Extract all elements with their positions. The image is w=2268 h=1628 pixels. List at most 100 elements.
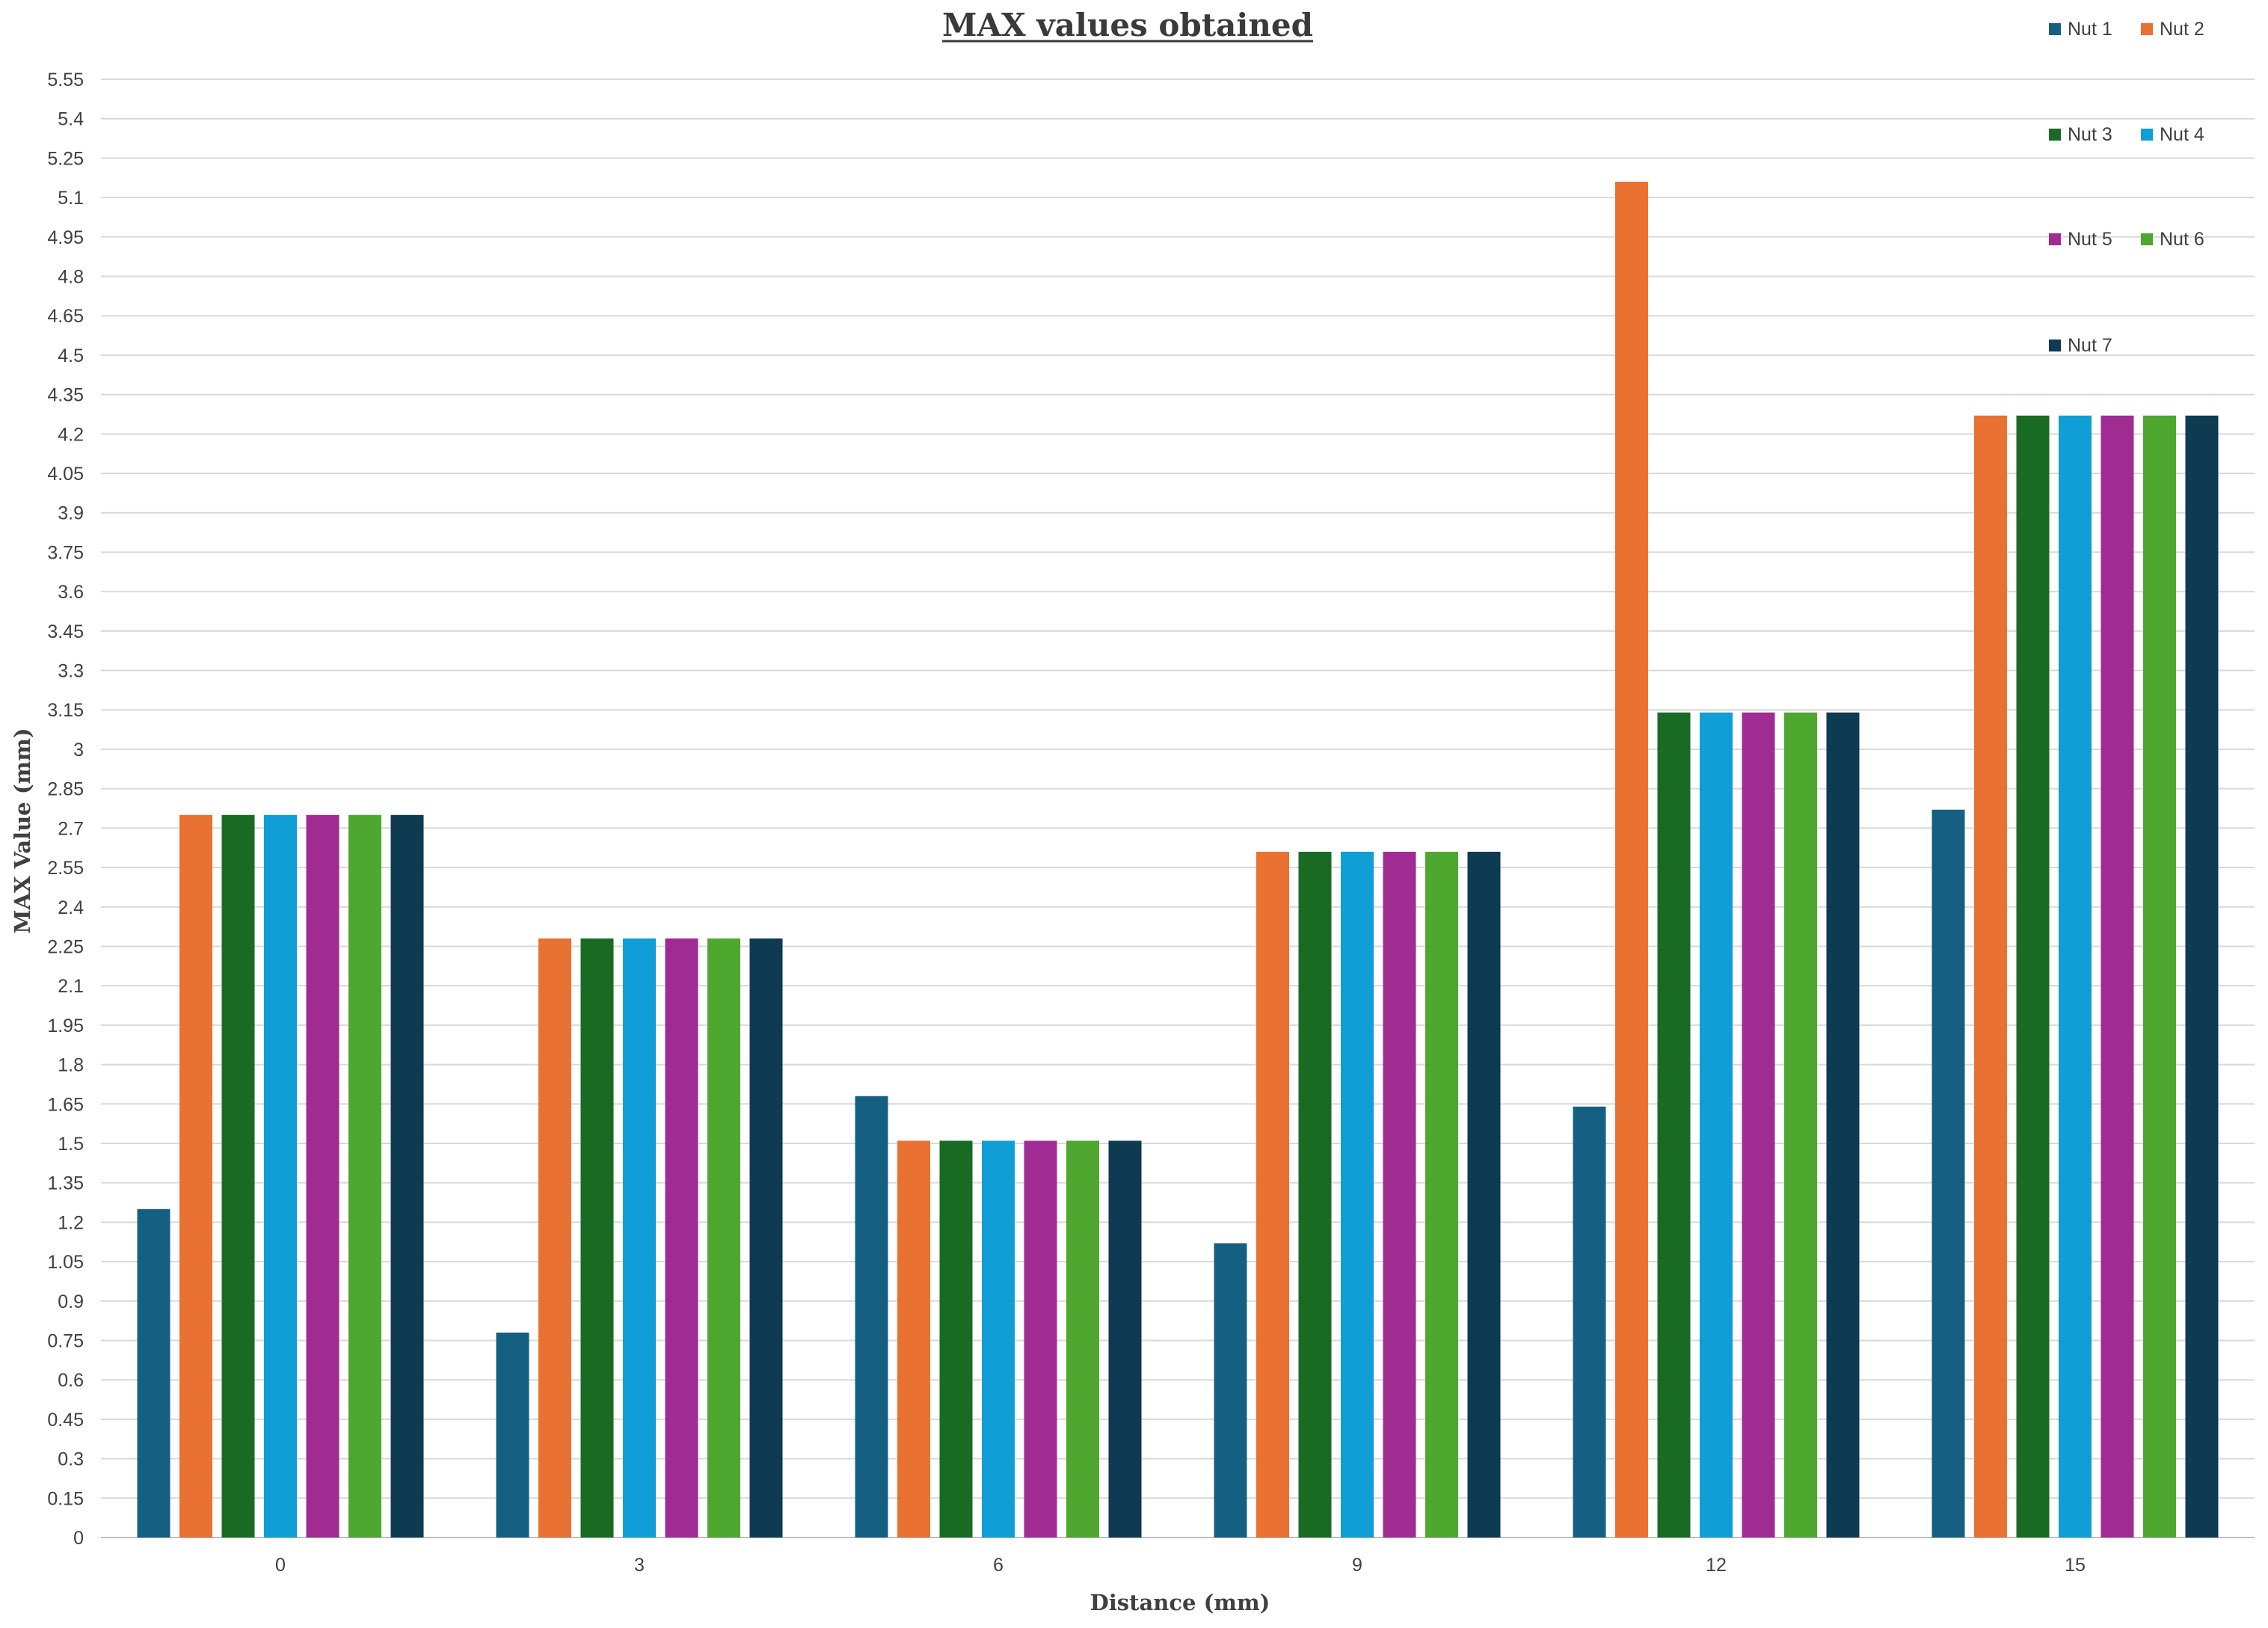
bar-nut-7-3 — [749, 938, 783, 1538]
bar-nut-5-6 — [1024, 1140, 1057, 1538]
y-tick-label: 1.35 — [47, 1173, 84, 1194]
legend-item-nut-3: Nut 3 — [2049, 124, 2112, 145]
legend-item-nut-5: Nut 5 — [2049, 229, 2112, 250]
y-tick-label: 2.4 — [58, 897, 84, 918]
y-tick-label: 1.65 — [47, 1094, 84, 1115]
bar-nut-1-6 — [855, 1096, 888, 1538]
bar-nut-2-9 — [1256, 851, 1289, 1538]
bar-nut-3-15 — [2016, 415, 2050, 1538]
bar-nut-1-15 — [1932, 809, 1965, 1538]
y-tick-label: 5.25 — [47, 148, 84, 169]
bar-nut-5-3 — [665, 938, 698, 1538]
legend-swatch — [2141, 23, 2153, 35]
bar-nut-7-6 — [1108, 1140, 1142, 1538]
bar-nut-3-6 — [939, 1140, 973, 1538]
y-tick-label: 4.05 — [47, 464, 84, 485]
y-tick-label: 5.1 — [58, 188, 84, 209]
bar-nut-1-0 — [137, 1208, 170, 1538]
bar-nut-3-0 — [221, 814, 255, 1538]
bar-nut-5-12 — [1742, 712, 1775, 1538]
x-tick-label: 6 — [993, 1555, 1004, 1576]
bar-nut-4-6 — [982, 1140, 1015, 1538]
y-tick-label: 1.95 — [47, 1016, 84, 1036]
legend-label: Nut 5 — [2068, 229, 2112, 250]
y-tick-label: 2.7 — [58, 818, 84, 839]
bar-nut-1-3 — [496, 1332, 529, 1538]
chart-title: MAX values obtained — [942, 7, 1313, 43]
legend-label: Nut 3 — [2068, 124, 2112, 145]
legend-label: Nut 1 — [2068, 19, 2112, 40]
legend-item-nut-7: Nut 7 — [2049, 335, 2112, 356]
bar-nut-7-12 — [1826, 712, 1860, 1538]
bars — [137, 182, 2219, 1538]
legend: Nut 1 Nut 2 Nut 3 Nut 4 Nut 5 Nut 6 Nut 7 — [2049, 19, 2204, 356]
y-axis-title: MAX Value (mm) — [10, 728, 35, 933]
y-tick-label: 0 — [73, 1528, 84, 1549]
y-tick-label: 4.65 — [47, 306, 84, 327]
y-tick-label: 3.15 — [47, 700, 84, 721]
y-tick-label: 2.55 — [47, 858, 84, 879]
bar-nut-5-9 — [1383, 851, 1416, 1538]
bar-nut-7-9 — [1467, 851, 1501, 1538]
legend-item-nut-1: Nut 1 — [2049, 19, 2112, 40]
y-tick-label: 0.75 — [47, 1330, 84, 1351]
y-tick-label: 0.6 — [58, 1370, 84, 1391]
x-tick-label: 0 — [275, 1555, 286, 1576]
bar-nut-6-6 — [1066, 1140, 1099, 1538]
bar-nut-6-9 — [1425, 851, 1458, 1538]
y-tick-label: 1.8 — [58, 1055, 84, 1076]
bar-nut-1-9 — [1214, 1243, 1247, 1538]
legend-swatch — [2141, 233, 2153, 245]
y-tick-label: 1.05 — [47, 1252, 84, 1273]
x-axis-ticks: 0 3 6 9 12 15 — [275, 1555, 2086, 1576]
bar-nut-4-12 — [1700, 712, 1733, 1538]
x-tick-label: 12 — [1706, 1555, 1727, 1576]
legend-label: Nut 7 — [2068, 335, 2112, 356]
bar-nut-6-15 — [2143, 415, 2176, 1538]
bar-nut-4-3 — [623, 938, 656, 1538]
legend-item-nut-2: Nut 2 — [2141, 19, 2204, 40]
bar-nut-5-0 — [306, 814, 339, 1538]
bar-nut-3-12 — [1657, 712, 1691, 1538]
bar-nut-3-3 — [580, 938, 614, 1538]
y-tick-label: 0.45 — [47, 1410, 84, 1431]
legend-swatch — [2049, 23, 2061, 35]
y-tick-label: 1.2 — [58, 1212, 84, 1233]
y-tick-label: 5.4 — [58, 109, 84, 130]
legend-label: Nut 2 — [2160, 19, 2204, 40]
y-tick-label: 3.3 — [58, 661, 84, 682]
legend-label: Nut 4 — [2160, 124, 2204, 145]
y-tick-label: 0.15 — [47, 1488, 84, 1509]
legend-item-nut-4: Nut 4 — [2141, 124, 2204, 145]
y-tick-label: 3.6 — [58, 582, 84, 603]
bar-nut-2-0 — [179, 814, 212, 1538]
x-axis-title: Distance (mm) — [1090, 1590, 1270, 1615]
bar-nut-4-15 — [2059, 415, 2092, 1538]
y-tick-label: 3 — [73, 740, 84, 761]
y-tick-label: 2.85 — [47, 779, 84, 800]
bar-nut-6-3 — [707, 938, 740, 1538]
bar-nut-7-15 — [2185, 415, 2219, 1538]
bar-nut-1-12 — [1573, 1106, 1606, 1538]
bar-nut-2-6 — [897, 1140, 930, 1538]
y-tick-label: 3.9 — [58, 503, 84, 524]
legend-swatch — [2049, 340, 2061, 351]
bar-nut-6-0 — [348, 814, 381, 1538]
bar-nut-6-12 — [1784, 712, 1817, 1538]
y-tick-label: 3.75 — [47, 542, 84, 563]
legend-item-nut-6: Nut 6 — [2141, 229, 2204, 250]
legend-swatch — [2049, 233, 2061, 245]
y-tick-label: 2.25 — [47, 936, 84, 957]
bar-nut-3-9 — [1298, 851, 1332, 1538]
y-tick-label: 4.95 — [47, 227, 84, 248]
y-tick-label: 1.5 — [58, 1134, 84, 1155]
y-tick-label: 4.2 — [58, 424, 84, 445]
y-tick-label: 0.3 — [58, 1449, 84, 1470]
y-tick-label: 0.9 — [58, 1291, 84, 1312]
bar-nut-2-15 — [1974, 415, 2007, 1538]
bar-nut-7-0 — [390, 814, 424, 1538]
legend-label: Nut 6 — [2160, 229, 2204, 250]
bar-nut-2-12 — [1615, 182, 1648, 1538]
